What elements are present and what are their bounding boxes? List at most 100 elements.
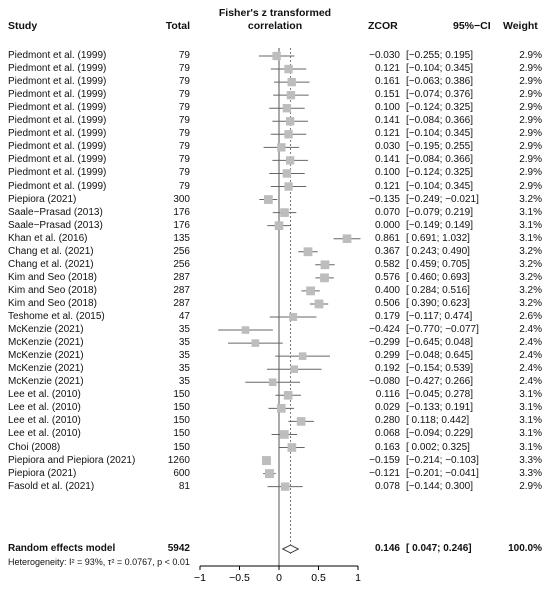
study-name: Kim and Seo (2018)	[8, 271, 97, 283]
study-name: Piedmont et al. (1999)	[8, 50, 107, 61]
study-zcor: 0.029	[374, 402, 400, 414]
header-weight: Weight	[503, 20, 538, 32]
study-effect-box	[306, 286, 315, 296]
study-effect-box	[277, 143, 286, 152]
study-effect-box	[314, 299, 324, 309]
study-total: 300	[173, 193, 190, 205]
study-zcor: 0.576	[374, 271, 400, 283]
study-weight: 2.9%	[519, 480, 542, 492]
study-effect-box	[285, 156, 295, 165]
study-total: 287	[173, 284, 190, 296]
study-zcor: 0.070	[374, 206, 400, 218]
study-ci: [−0.074; 0.376]	[406, 89, 474, 101]
study-total: 47	[178, 311, 190, 322]
study-total: 79	[178, 180, 190, 192]
study-ci: [−0.249; −0.021]	[406, 193, 479, 205]
study-effect-box	[272, 51, 281, 61]
study-effect-box	[284, 182, 293, 191]
study-name: Fasold et al. (2021)	[8, 480, 95, 492]
study-total: 150	[173, 428, 190, 440]
study-ci: [−0.133; 0.191]	[406, 402, 474, 414]
study-name: Teshome et al. (2015)	[8, 311, 105, 322]
study-total: 35	[178, 337, 190, 349]
header-study: Study	[8, 20, 38, 32]
study-total: 150	[173, 389, 190, 401]
study-name: McKenzie (2021)	[8, 363, 84, 375]
study-name: Piedmont et al. (1999)	[8, 89, 107, 101]
study-zcor: 0.861	[374, 232, 400, 244]
study-ci: [−0.144; 0.300]	[406, 480, 474, 492]
summary-zcor: 0.146	[374, 543, 400, 554]
study-total: 176	[173, 219, 190, 231]
study-total: 600	[173, 467, 190, 479]
study-effect-box	[285, 117, 295, 126]
study-weight: 3.2%	[519, 245, 542, 257]
study-name: Piedmont et al. (1999)	[8, 63, 107, 75]
x-axis-tick-label: 0.5	[311, 572, 326, 584]
study-ci: [ 0.459; 0.705]	[406, 258, 470, 270]
study-zcor: 0.400	[374, 284, 400, 296]
study-ci: [−0.255; 0.195]	[406, 50, 474, 61]
study-name: McKenzie (2021)	[8, 376, 84, 388]
study-weight: 3.2%	[519, 284, 542, 296]
study-total: 1260	[167, 454, 190, 466]
study-weight: 3.1%	[519, 441, 542, 453]
study-total: 79	[178, 76, 190, 88]
header-total: Total	[165, 20, 190, 32]
study-weight: 2.9%	[519, 89, 542, 101]
study-total: 79	[178, 89, 190, 101]
study-name: McKenzie (2021)	[8, 350, 84, 362]
study-name: McKenzie (2021)	[8, 324, 84, 336]
study-total: 287	[173, 297, 190, 309]
study-effect-box	[251, 339, 260, 347]
study-effect-box	[287, 443, 297, 452]
study-name: Saale−Prasad (2013)	[8, 219, 103, 231]
study-name: Lee et al. (2010)	[8, 428, 81, 440]
study-ci: [ 0.243; 0.490]	[406, 245, 470, 257]
header-plot-title-line2: correlation	[247, 20, 303, 32]
study-zcor: −0.299	[369, 337, 400, 349]
study-weight: 2.9%	[519, 63, 542, 75]
study-zcor: −0.121	[369, 467, 400, 479]
study-zcor: 0.582	[374, 258, 400, 270]
study-total: 79	[178, 50, 190, 61]
study-effect-box	[303, 247, 313, 257]
study-weight: 3.1%	[519, 389, 542, 401]
study-ci: [−0.154; 0.539]	[406, 363, 474, 375]
study-weight: 2.4%	[519, 376, 542, 388]
study-ci: [−0.104; 0.345]	[406, 63, 474, 75]
study-name: Kim and Seo (2018)	[8, 284, 97, 296]
study-name: Piedmont et al. (1999)	[8, 128, 107, 140]
study-ci: [−0.149; 0.149]	[406, 219, 474, 231]
study-ci: [−0.079; 0.219]	[406, 206, 474, 218]
study-zcor: 0.078	[374, 480, 400, 492]
study-name: Piedmont et al. (1999)	[8, 180, 107, 192]
study-total: 256	[173, 245, 190, 257]
study-name: Saale−Prasad (2013)	[8, 206, 103, 218]
study-weight: 3.1%	[519, 206, 542, 218]
study-ci: [ 0.118; 0.442]	[406, 415, 470, 427]
study-effect-box	[276, 404, 286, 413]
study-weight: 3.1%	[519, 402, 542, 414]
study-weight: 2.9%	[519, 141, 542, 153]
study-weight: 2.9%	[519, 102, 542, 114]
study-zcor: −0.424	[369, 324, 400, 336]
study-weight: 3.1%	[519, 219, 542, 231]
study-zcor: 0.163	[374, 441, 400, 453]
study-effect-box	[282, 104, 292, 113]
study-name: Piedmont et al. (1999)	[8, 141, 107, 153]
summary-label: Random effects model	[8, 543, 116, 554]
study-effect-box	[284, 64, 293, 74]
study-total: 79	[178, 102, 190, 114]
study-ci: [−0.770; −0.077]	[406, 324, 479, 336]
study-effect-box	[290, 365, 298, 373]
study-name: Khan et al. (2016)	[8, 232, 88, 244]
study-weight: 2.4%	[519, 363, 542, 375]
study-weight: 3.3%	[519, 454, 542, 466]
study-ci: [−0.084; 0.366]	[406, 154, 474, 166]
study-effect-box	[261, 456, 271, 466]
study-name: Piepiora and Piepiora (2021)	[8, 454, 136, 466]
study-total: 79	[178, 141, 190, 153]
